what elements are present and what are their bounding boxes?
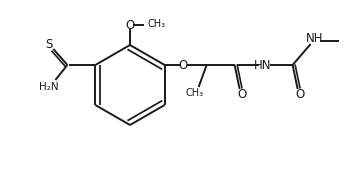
Text: H₂N: H₂N [39, 82, 58, 92]
Text: O: O [125, 18, 135, 31]
Text: CH₃: CH₃ [185, 88, 204, 98]
Text: O: O [178, 58, 187, 71]
Text: NH: NH [306, 31, 323, 45]
Text: S: S [46, 38, 53, 51]
Text: O: O [237, 88, 246, 100]
Text: O: O [295, 88, 304, 100]
Text: HN: HN [254, 58, 271, 71]
Text: CH₃: CH₃ [147, 19, 165, 29]
